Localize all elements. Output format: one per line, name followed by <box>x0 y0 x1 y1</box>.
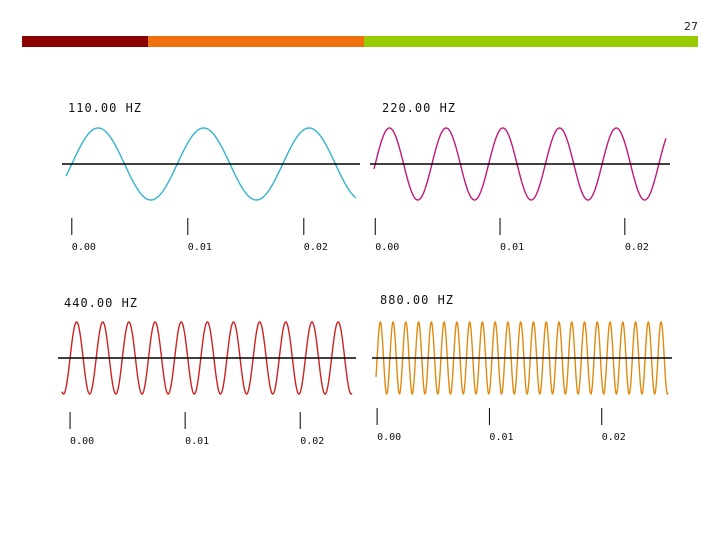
plot-title-220hz: 220.00 HZ <box>382 101 456 115</box>
x-tick-label-880hz-1: 0.01 <box>489 432 513 443</box>
waveform-line-110hz <box>65 127 357 201</box>
waveform-svg-880hz: 880.00 HZ 0.00 0.01 0.02 <box>372 293 672 443</box>
plot-title-110hz: 110.00 HZ <box>68 101 142 115</box>
x-tick-label-220hz-0: 0.00 <box>375 242 399 253</box>
waveform-plot-440hz: 440.00 HZ 0.00 0.01 0.02 <box>56 287 366 452</box>
waveform-line-220hz <box>373 127 667 201</box>
x-tick-label-440hz-0: 0.00 <box>70 436 94 447</box>
x-tick-label-110hz-1: 0.01 <box>188 242 212 253</box>
x-tick-label-110hz-0: 0.00 <box>72 242 96 253</box>
waveform-plot-110hz: 110.00 HZ 0.00 0.01 0.02 <box>58 92 366 257</box>
header-bar-dark-red <box>22 36 148 47</box>
plot-title-440hz: 440.00 HZ <box>64 296 138 310</box>
x-tick-label-220hz-1: 0.01 <box>500 242 524 253</box>
x-tick-label-220hz-2: 0.02 <box>625 242 649 253</box>
header-bar-green <box>364 36 698 47</box>
waveform-svg-440hz: 440.00 HZ 0.00 0.01 0.02 <box>58 296 356 447</box>
slide-number: 27 <box>684 20 698 33</box>
x-tick-label-440hz-1: 0.01 <box>185 436 209 447</box>
waveform-plot-220hz: 220.00 HZ 0.00 0.01 0.02 <box>366 92 676 257</box>
waveform-line-440hz <box>61 321 353 395</box>
x-tick-label-110hz-2: 0.02 <box>304 242 328 253</box>
plot-title-880hz: 880.00 HZ <box>380 293 454 307</box>
waveform-svg-220hz: 220.00 HZ 0.00 0.01 0.02 <box>370 101 670 253</box>
x-tick-label-440hz-2: 0.02 <box>300 436 324 447</box>
x-tick-label-880hz-2: 0.02 <box>602 432 626 443</box>
waveform-svg-110hz: 110.00 HZ 0.00 0.01 0.02 <box>62 101 360 253</box>
waveform-line-880hz <box>375 320 669 396</box>
waveform-plot-880hz: 880.00 HZ 0.00 0.01 0.02 <box>366 287 678 452</box>
x-tick-label-880hz-0: 0.00 <box>377 432 401 443</box>
header-bar-orange <box>148 36 364 47</box>
